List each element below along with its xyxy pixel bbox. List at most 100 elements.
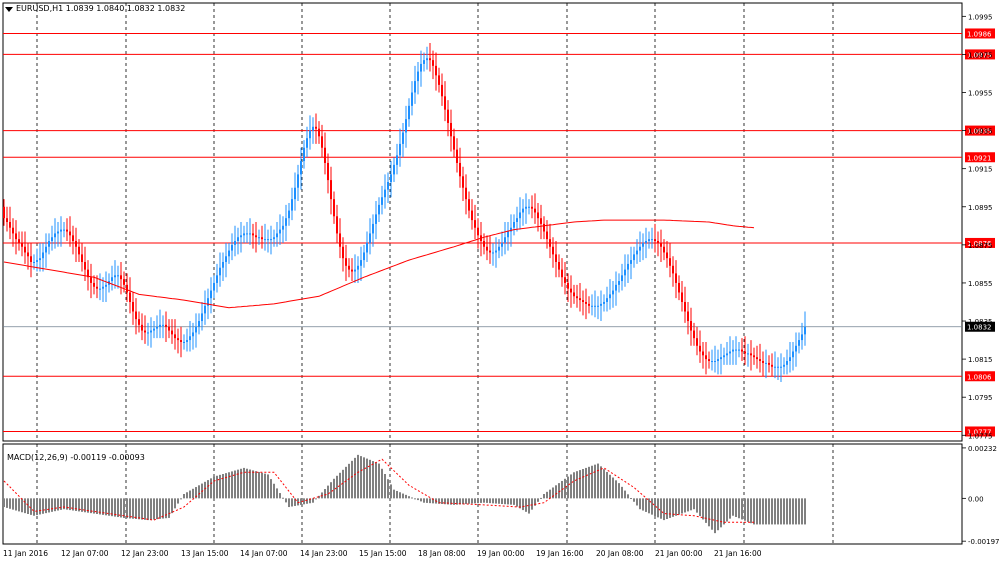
candle-body (399, 143, 401, 156)
x-tick-label: 14 Jan 07:00 (240, 549, 288, 558)
candle-body (42, 252, 44, 259)
macd-histogram-bar (546, 491, 548, 499)
x-tick-label: 15 Jan 15:00 (359, 549, 407, 558)
macd-histogram-bar (69, 498, 71, 511)
candle-body (210, 290, 212, 299)
macd-histogram-bar (771, 498, 773, 525)
candle-body (588, 303, 590, 306)
level-badge (965, 371, 995, 382)
level-label: 1.0935 (967, 128, 992, 136)
macd-values: -0.00119 -0.00093 (70, 453, 145, 462)
macd-histogram-bar (450, 498, 452, 505)
macd-histogram-bar (105, 498, 107, 516)
macd-histogram-bar (300, 498, 302, 505)
x-tick-label: 19 Jan 00:00 (477, 549, 525, 558)
macd-histogram-bar (675, 498, 677, 516)
candle-body (408, 105, 410, 120)
candle-body (537, 212, 539, 219)
level-badge (965, 125, 995, 136)
y-tick-label: 1.0795 (968, 394, 993, 402)
macd-histogram-bar (759, 498, 761, 525)
macd-histogram-bar (609, 474, 611, 499)
macd-histogram-bar (558, 483, 560, 499)
candle-body (102, 286, 104, 289)
macd-histogram-bar (729, 498, 731, 519)
candle-body (174, 334, 176, 339)
macd-histogram-bar (399, 492, 401, 499)
candle-body (36, 260, 38, 262)
candle-body (96, 286, 98, 289)
candle-body (417, 71, 419, 82)
candle-body (198, 321, 200, 327)
candle-body (738, 349, 740, 351)
macd-histogram-bar (153, 498, 155, 520)
macd-histogram-bar (51, 498, 53, 512)
macd-histogram-bar (489, 498, 491, 504)
candle-body (387, 182, 389, 190)
macd-histogram-bar (621, 486, 623, 499)
candle-body (75, 241, 77, 247)
candle-body (336, 216, 338, 234)
level-badge (965, 28, 995, 39)
candle-body (543, 223, 545, 232)
candle-body (93, 282, 95, 287)
macd-histogram-bar (786, 498, 788, 525)
macd-histogram-bar (483, 498, 485, 503)
y-tick-label: 1.0855 (968, 280, 993, 288)
candle-body (183, 341, 185, 343)
macd-histogram-bar (699, 498, 701, 517)
candle-body (420, 63, 422, 72)
candle-body (690, 321, 692, 331)
ohlc-values: 1.0839 1.0840 1.0832 1.0832 (65, 4, 186, 13)
candle-body (660, 242, 662, 247)
candle-body (165, 324, 167, 327)
macd-histogram-bar (219, 474, 221, 499)
y-tick-label: 1.0875 (968, 242, 993, 250)
candle-body (180, 340, 182, 342)
candle-body (423, 60, 425, 64)
symbol-dropdown-icon[interactable] (5, 7, 13, 12)
macd-histogram-bar (477, 498, 479, 504)
macd-histogram-bar (723, 498, 725, 525)
candle-body (69, 231, 71, 236)
macd-histogram-bar (168, 498, 170, 518)
macd-histogram-bar (423, 498, 425, 503)
macd-histogram-bar (294, 498, 296, 506)
macd-histogram-bar (462, 498, 464, 505)
level-label: 1.0777 (967, 428, 992, 436)
macd-histogram-bar (702, 498, 704, 520)
candle-body (528, 206, 530, 208)
macd-histogram-bar (342, 469, 344, 499)
candle-body (615, 284, 617, 291)
candle-body (33, 261, 35, 263)
macd-histogram-bar (720, 498, 722, 528)
macd-histogram-bar (339, 472, 341, 499)
macd-histogram-bar (84, 498, 86, 513)
macd-histogram-bar (147, 498, 149, 521)
candle-body (435, 65, 437, 76)
macd-histogram-bar (387, 479, 389, 499)
macd-histogram-bar (303, 498, 305, 505)
macd-histogram-bar (297, 498, 299, 506)
macd-histogram-bar (45, 498, 47, 514)
macd-histogram-bar (597, 463, 599, 499)
candle-body (735, 349, 737, 351)
macd-histogram-bar (276, 488, 278, 499)
candle-body (90, 277, 92, 283)
candle-body (150, 330, 152, 333)
candle-body (708, 359, 710, 362)
candle-body (132, 301, 134, 312)
macd-histogram-bar (102, 498, 104, 515)
candle-body (498, 246, 500, 251)
y-tick-label: 1.0955 (968, 90, 993, 98)
candle-body (384, 189, 386, 198)
macd-histogram-bar (618, 483, 620, 499)
candle-body (789, 357, 791, 362)
macd-histogram-bar (624, 490, 626, 499)
candle-body (345, 258, 347, 266)
candle-body (627, 263, 629, 270)
candle-body (762, 361, 764, 363)
macd-histogram-bar (312, 498, 314, 503)
candle-body (21, 242, 23, 247)
candle-body (375, 214, 377, 224)
